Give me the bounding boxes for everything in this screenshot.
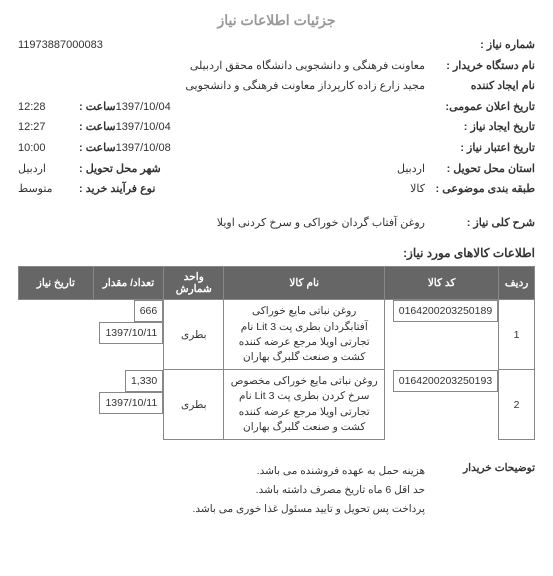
row-summary: شرح کلی نیاز : روغن آفتاب گردان خوراکی و…	[18, 215, 535, 233]
create-date-value: 1397/10/04	[116, 119, 425, 137]
valid-time-value: 10:00	[18, 140, 73, 158]
row-deliv-prov: استان محل تحویل : اردبیل شهر محل تحویل :…	[18, 161, 535, 179]
row-need-no: شماره نیاز : 11973887000083	[18, 37, 535, 55]
create-date-label: تاریخ ایجاد نیاز :	[425, 119, 535, 137]
buyer-org-label: نام دستگاه خریدار :	[425, 58, 535, 76]
summary-label: شرح کلی نیاز :	[425, 215, 535, 233]
create-time-value: 12:27	[18, 119, 73, 137]
col-qty: تعداد/ مقدار	[93, 267, 164, 300]
row-subject-cat: طبقه بندی موضوعی : کالا نوع فرآیند خرید …	[18, 181, 535, 199]
cell-radif: 1	[499, 300, 535, 370]
table-title: اطلاعات کالاهای مورد نیاز:	[18, 246, 535, 260]
note-line: هزینه حمل به عهده فروشنده می باشد.	[192, 462, 425, 481]
subject-cat-label: طبقه بندی موضوعی :	[425, 181, 535, 199]
deliv-city-value: اردبیل	[18, 161, 73, 179]
cell-qty: 666	[134, 300, 164, 322]
note-line: پرداخت پس تحویل و تایید مسئول غذا خوری م…	[192, 500, 425, 519]
valid-time-label: ساعت :	[79, 140, 116, 158]
cell-date: 1397/10/11	[99, 392, 163, 414]
public-time-value: 12:28	[18, 99, 73, 117]
creator-label: نام ایجاد کننده	[425, 78, 535, 96]
public-time-label: ساعت :	[79, 99, 116, 117]
buy-proc-label: نوع فرآیند خرید :	[79, 181, 155, 199]
buyer-org-value: معاونت فرهنگی و دانشجویی دانشگاه محقق ار…	[18, 58, 425, 76]
public-date-label: تاریخ اعلان عمومی:	[425, 99, 535, 117]
notes-label: توضیحات خریدار	[425, 462, 535, 519]
public-date-value: 1397/10/04	[116, 99, 425, 117]
valid-date-label: تاریخ اعتبار نیاز :	[425, 140, 535, 158]
valid-date-value: 1397/10/08	[116, 140, 425, 158]
cell-name: روغن نباتی مایع خوراکی آفتابگردان بطری پ…	[224, 300, 385, 370]
cell-unit: بطری	[164, 370, 224, 440]
col-code: کد کالا	[385, 267, 499, 300]
cell-name: روغن نباتی مایع خوراکی مخصوص سرخ کردن بط…	[224, 370, 385, 440]
table-header-row: ردیف کد کالا نام کالا واحد شمارش تعداد/ …	[19, 267, 535, 300]
cell-qty: 1,330	[125, 370, 163, 392]
row-public-date: تاریخ اعلان عمومی: 1397/10/04 ساعت : 12:…	[18, 99, 535, 117]
table-row: 2 0164200203250193 روغن نباتی مایع خوراک…	[19, 370, 535, 440]
subject-cat-value: کالا	[155, 181, 425, 199]
col-radif: ردیف	[499, 267, 535, 300]
table-row: 1 0164200203250189 روغن نباتی مایع خوراک…	[19, 300, 535, 370]
col-name: نام کالا	[224, 267, 385, 300]
page-title: جزئیات اطلاعات نیاز	[18, 12, 535, 29]
creator-value: مجید زارع زاده کارپرداز معاونت فرهنگی و …	[18, 78, 425, 96]
create-time-label: ساعت :	[79, 119, 116, 137]
note-line: حد اقل 6 ماه تاریخ مصرف داشته باشد.	[192, 481, 425, 500]
cell-date: 1397/10/11	[99, 322, 163, 344]
cell-code: 0164200203250193	[393, 370, 498, 392]
deliv-prov-label: استان محل تحویل :	[425, 161, 535, 179]
notes-body: هزینه حمل به عهده فروشنده می باشد. حد اق…	[192, 462, 425, 519]
row-create-date: تاریخ ایجاد نیاز : 1397/10/04 ساعت : 12:…	[18, 119, 535, 137]
summary-text: روغن آفتاب گردان خوراکی و سرخ کردنی اویل…	[18, 215, 425, 233]
deliv-prov-value: اردبیل	[161, 161, 425, 179]
row-valid-date: تاریخ اعتبار نیاز : 1397/10/08 ساعت : 10…	[18, 140, 535, 158]
buyer-notes: توضیحات خریدار هزینه حمل به عهده فروشنده…	[18, 462, 535, 519]
col-unit: واحد شمارش	[164, 267, 224, 300]
row-buyer-org: نام دستگاه خریدار : معاونت فرهنگی و دانش…	[18, 58, 535, 76]
items-table: ردیف کد کالا نام کالا واحد شمارش تعداد/ …	[18, 266, 535, 440]
need-no-value: 11973887000083	[18, 37, 425, 55]
buy-proc-value: متوسط	[18, 181, 73, 199]
need-no-label: شماره نیاز :	[425, 37, 535, 55]
cell-radif: 2	[499, 370, 535, 440]
row-creator: نام ایجاد کننده مجید زارع زاده کارپرداز …	[18, 78, 535, 96]
cell-unit: بطری	[164, 300, 224, 370]
deliv-city-label: شهر محل تحویل :	[79, 161, 161, 179]
cell-code: 0164200203250189	[393, 300, 498, 322]
col-date: تاریخ نیاز	[19, 267, 94, 300]
